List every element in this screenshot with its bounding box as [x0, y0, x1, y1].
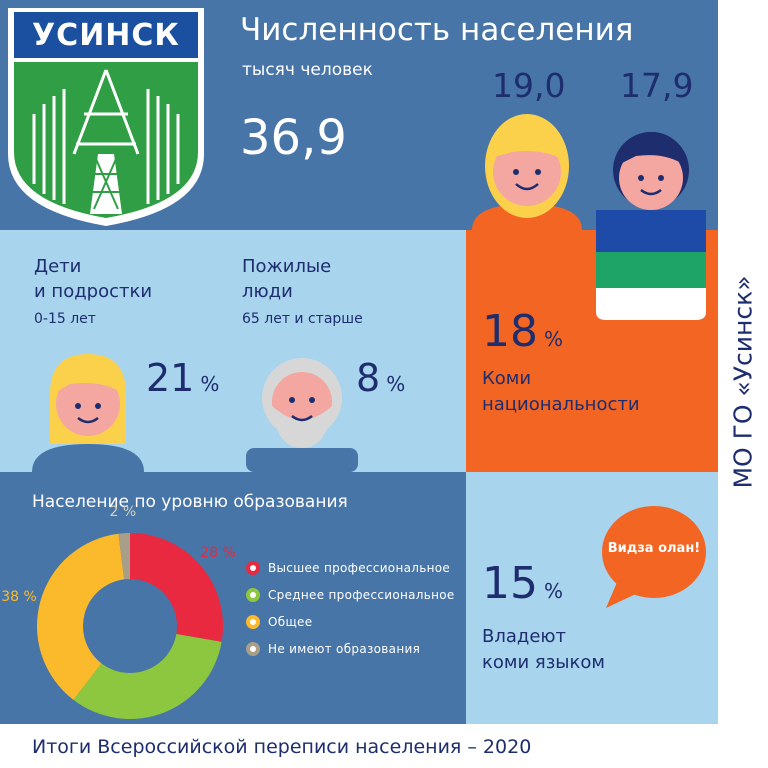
elder-figure [246, 350, 358, 472]
population-total: 36,9 [240, 110, 347, 166]
side-label: МО ГО «Усинск» [728, 275, 758, 489]
children-percent: 21% [146, 356, 219, 400]
language-unit: % [544, 579, 564, 603]
legend-dot-higher [246, 561, 260, 575]
footer-caption: Итоги Всероссийской переписи населения –… [32, 736, 532, 758]
language-percent: 15% [482, 558, 563, 609]
language-label-line1: Владеют [482, 626, 567, 647]
city-emblem: УСИНСК [4, 4, 208, 230]
children-unit: % [200, 372, 220, 396]
legend-label-none: Не имеют образования [268, 642, 421, 656]
population-title: Численность населения [240, 12, 634, 48]
elderly-title-line2: люди [242, 281, 293, 302]
man-figure [596, 118, 706, 230]
donut-label-none: 2 % [110, 504, 137, 520]
education-title: Население по уровню образования [32, 492, 348, 512]
woman-figure [472, 108, 582, 230]
children-value: 21 [146, 356, 195, 400]
male-population: 17,9 [620, 66, 694, 105]
elderly-percent: 8% [356, 356, 405, 400]
elderly-value: 8 [356, 356, 381, 400]
legend-item-general: Общее [246, 611, 312, 633]
legend-item-none: Не имеют образования [246, 638, 420, 660]
elderly-age: 65 лет и старше [242, 311, 363, 327]
donut-slice-none [118, 533, 130, 580]
female-population: 19,0 [492, 66, 566, 105]
komi-label-line1: Коми [482, 368, 532, 389]
komi-flag-shirt [596, 212, 706, 320]
komi-label-line2: национальности [482, 394, 640, 415]
donut-slice-secondary [73, 634, 222, 719]
population-subtitle: тысяч человек [242, 60, 373, 80]
children-title-line1: Дети [34, 256, 82, 277]
elderly-unit: % [386, 372, 406, 396]
komi-unit: % [544, 327, 564, 351]
children-age: 0-15 лет [34, 311, 96, 327]
language-value: 15 [482, 558, 538, 609]
komi-value: 18 [482, 306, 538, 357]
legend-item-secondary: Среднее профессиональное [246, 584, 455, 606]
legend-dot-none [246, 642, 260, 656]
legend-label-higher: Высшее профессиональное [268, 561, 451, 575]
language-label-line2: коми языком [482, 652, 605, 673]
donut-slice-higher [130, 533, 224, 642]
donut-label-higher: 28 % [200, 545, 236, 561]
legend-dot-secondary [246, 588, 260, 602]
child-figure [32, 350, 144, 472]
legend-label-general: Общее [268, 615, 313, 629]
elderly-title-line1: Пожилые [242, 256, 332, 277]
children-title-line2: и подростки [34, 281, 153, 302]
donut-label-general: 38 % [1, 589, 37, 605]
komi-percent: 18% [482, 306, 563, 357]
legend-item-higher: Высшее профессиональное [246, 557, 450, 579]
education-legend: Высшее профессиональное Среднее професси… [246, 557, 456, 667]
donut-slice-general [37, 533, 125, 700]
speech-bubble [596, 500, 710, 610]
donut-chart: 28 %33 %38 %2 % [1, 504, 236, 742]
education-chart: 28 %33 %38 %2 % [0, 472, 466, 742]
legend-label-secondary: Среднее профессиональное [268, 588, 455, 602]
emblem-text: УСИНСК [32, 18, 180, 53]
speech-bubble-text: Видза олан! [607, 541, 701, 556]
legend-dot-general [246, 615, 260, 629]
